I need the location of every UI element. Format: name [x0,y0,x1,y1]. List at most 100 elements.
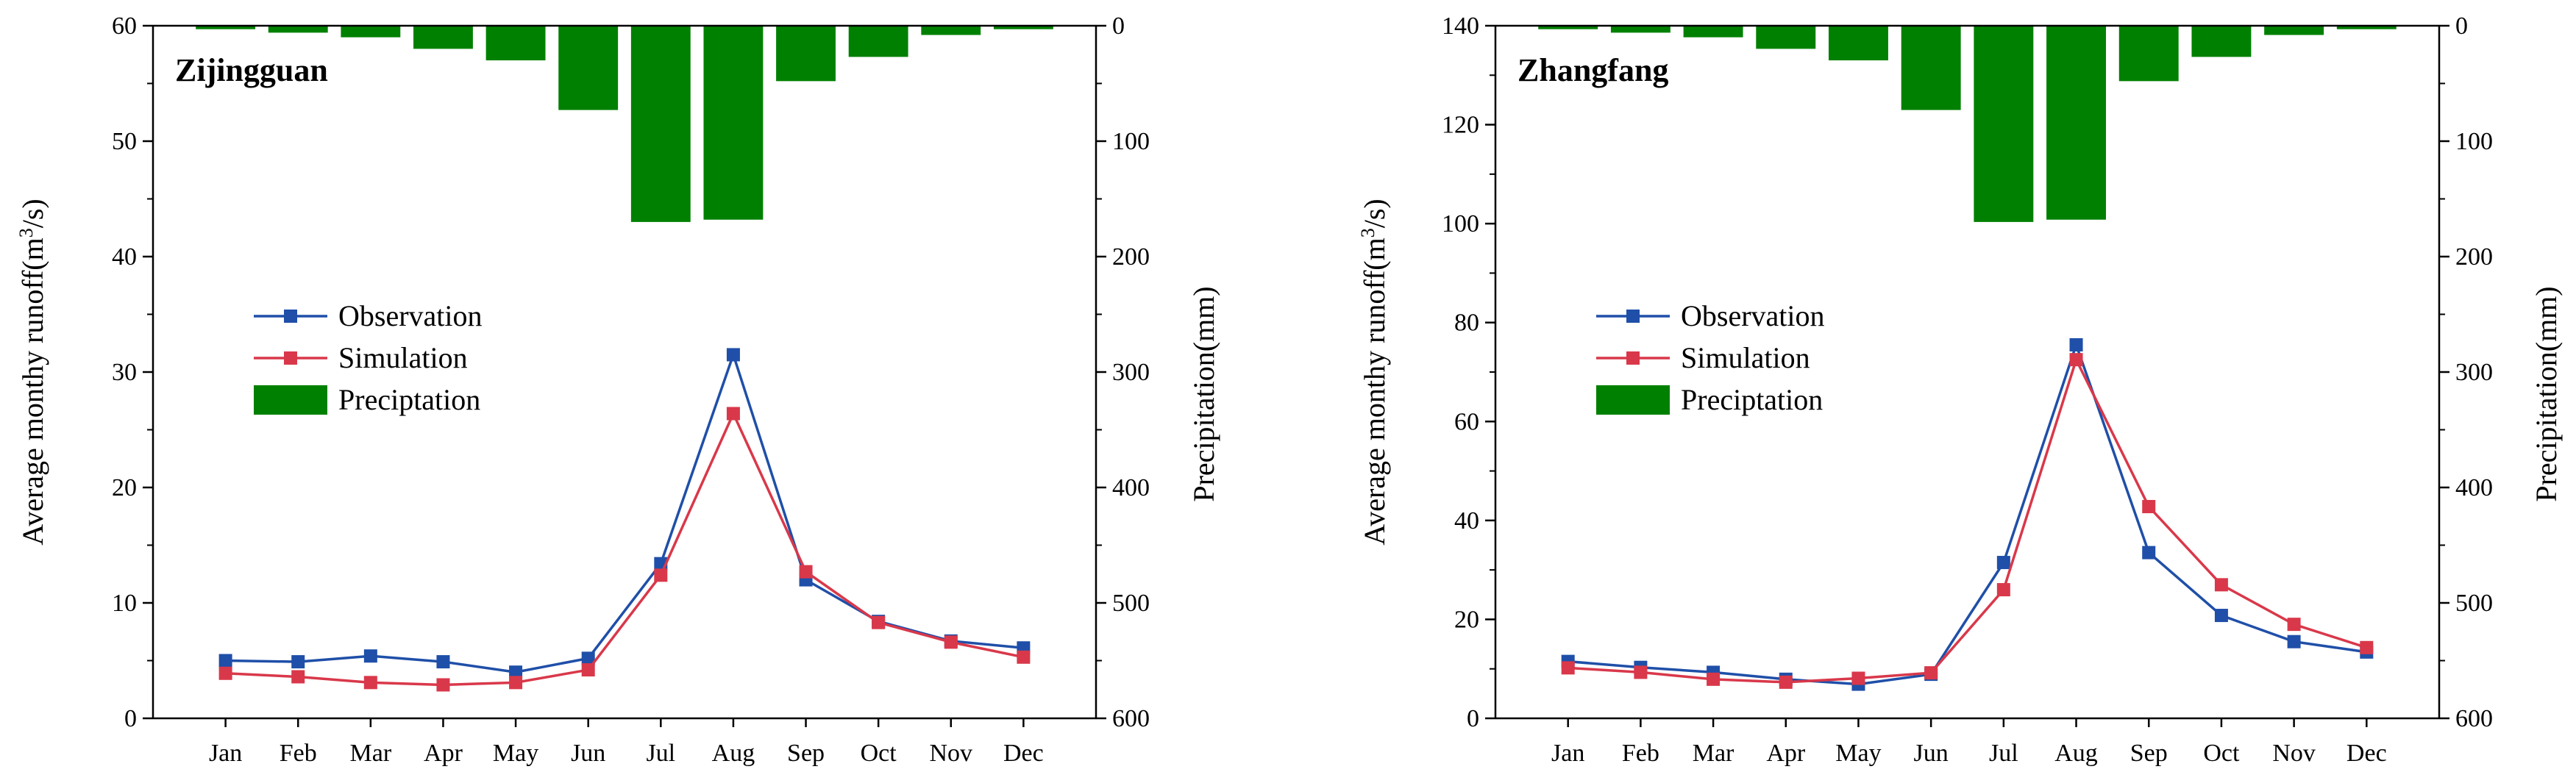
precip-bar-mar [1683,26,1743,37]
x-tick-label-dec: Dec [1003,740,1044,767]
panel-title: Zhangfang [1518,52,1668,88]
point-simulation-jun [581,663,595,677]
y2-tick-label: 100 [1112,128,1150,155]
x-tick-label-jul: Jul [646,740,675,767]
point-simulation-feb [291,670,305,684]
y-axis-title-sup: 3 [1357,228,1378,237]
precip-bar-may [1828,26,1888,61]
x-tick-label-dec: Dec [2346,740,2387,767]
x-tick-label-apr: Apr [424,740,463,767]
precip-bar-jan [1538,26,1598,29]
point-simulation-jul [654,568,668,582]
x-tick-label-aug: Aug [712,740,755,767]
precip-bar-apr [413,26,473,49]
legend-swatch-preciptation [1596,385,1670,415]
y-axis-title-post: /s) [16,199,49,228]
x-tick-label-sep: Sep [2130,740,2168,767]
y2-tick-label: 100 [2455,128,2493,155]
x-tick-label-jan: Jan [1551,740,1584,767]
x-tick-label-oct: Oct [2203,740,2240,767]
y-tick-label: 50 [112,128,137,155]
y2-axis-title: Precipitation(mm) [1187,286,1220,501]
point-simulation-nov [944,635,958,649]
panel-title: Zijingguan [175,52,328,88]
legend-label-simulation: Simulation [1681,341,1810,374]
y2-tick-label: 400 [2455,474,2493,501]
y2-tick-label: 500 [2455,590,2493,617]
precip-bar-mar [341,26,401,37]
point-simulation-nov [2287,618,2301,632]
point-simulation-oct [2214,578,2228,592]
point-simulation-jul [1996,583,2010,597]
y2-tick-label: 200 [1112,243,1150,271]
point-simulation-jan [218,666,232,680]
y-tick-label: 20 [1454,606,1479,633]
precip-bar-oct [848,26,908,57]
y-axis-title-sup: 3 [15,228,37,237]
x-tick-label-jun: Jun [571,740,605,767]
precip-bar-jan [196,26,256,29]
precip-bar-dec [993,26,1053,29]
point-simulation-sep [799,565,813,579]
point-simulation-apr [1779,675,1793,689]
y-axis-title-pre: Average monthy runoff(m [1358,237,1391,545]
legend-label-preciptation: Preciptation [1681,383,1823,416]
point-observation-feb [291,655,305,669]
y-tick-label: 140 [1442,12,1479,40]
x-tick-label-may: May [493,740,538,767]
x-tick-label-apr: Apr [1766,740,1806,767]
x-tick-label-feb: Feb [1622,740,1659,767]
precip-bar-jul [1974,26,2034,222]
x-tick-label-feb: Feb [280,740,317,767]
y2-tick-label: 0 [2455,12,2468,40]
point-observation-apr [436,655,450,669]
precip-bar-nov [921,26,981,35]
precip-bar-jun [1901,26,1961,110]
y-tick-label: 40 [1454,507,1479,535]
y-tick-label: 80 [1454,310,1479,337]
point-simulation-oct [872,615,886,629]
point-observation-jan [218,654,232,668]
precip-bar-apr [1756,26,1816,49]
point-observation-mar [363,649,377,663]
y-tick-label: 0 [1467,705,1479,732]
point-simulation-may [509,676,523,690]
x-tick-label-mar: Mar [350,740,392,767]
point-observation-aug [2069,337,2083,351]
series-line-observation [1568,340,2367,686]
x-tick-label-nov: Nov [929,740,972,767]
point-simulation-jan [1561,661,1575,675]
chart-panel-zhangfang: 0 20 40 60 80 100 120 140 0 100 200 300 400 500 600 Jan… [1357,12,2563,767]
legend-swatch-preciptation [254,385,327,415]
point-observation-oct [2214,609,2228,623]
point-simulation-aug [726,407,740,421]
point-observation-aug [726,348,740,362]
y-tick-label: 60 [112,12,137,40]
y-tick-label: 0 [124,705,137,732]
y2-tick-label: 600 [2455,705,2493,732]
y-tick-label: 30 [112,359,137,386]
point-simulation-feb [1634,665,1648,679]
point-simulation-sep [2142,500,2156,514]
legend-marker-simulation [284,351,297,365]
series-line-simulation [1568,356,2367,684]
point-simulation-jun [1924,666,1938,680]
x-tick-label-jul: Jul [1989,740,2018,767]
point-observation-jun [581,651,595,665]
precip-bar-aug [703,26,764,220]
y2-tick-label: 600 [1112,705,1150,732]
precip-bar-feb [268,26,328,33]
precip-bar-dec [2336,26,2397,29]
point-simulation-apr [436,678,450,692]
y-tick-label: 40 [112,243,137,271]
y-axis-title: Average monthy runoff(m3/s) [15,199,50,545]
x-tick-label-aug: Aug [2054,740,2098,767]
y-tick-label: 120 [1442,112,1479,139]
precip-bar-nov [2264,26,2324,35]
point-observation-nov [2287,635,2301,648]
y-axis-title-post: /s) [1358,199,1391,228]
y-tick-label: 20 [112,474,137,501]
point-observation-jul [1996,556,2010,570]
